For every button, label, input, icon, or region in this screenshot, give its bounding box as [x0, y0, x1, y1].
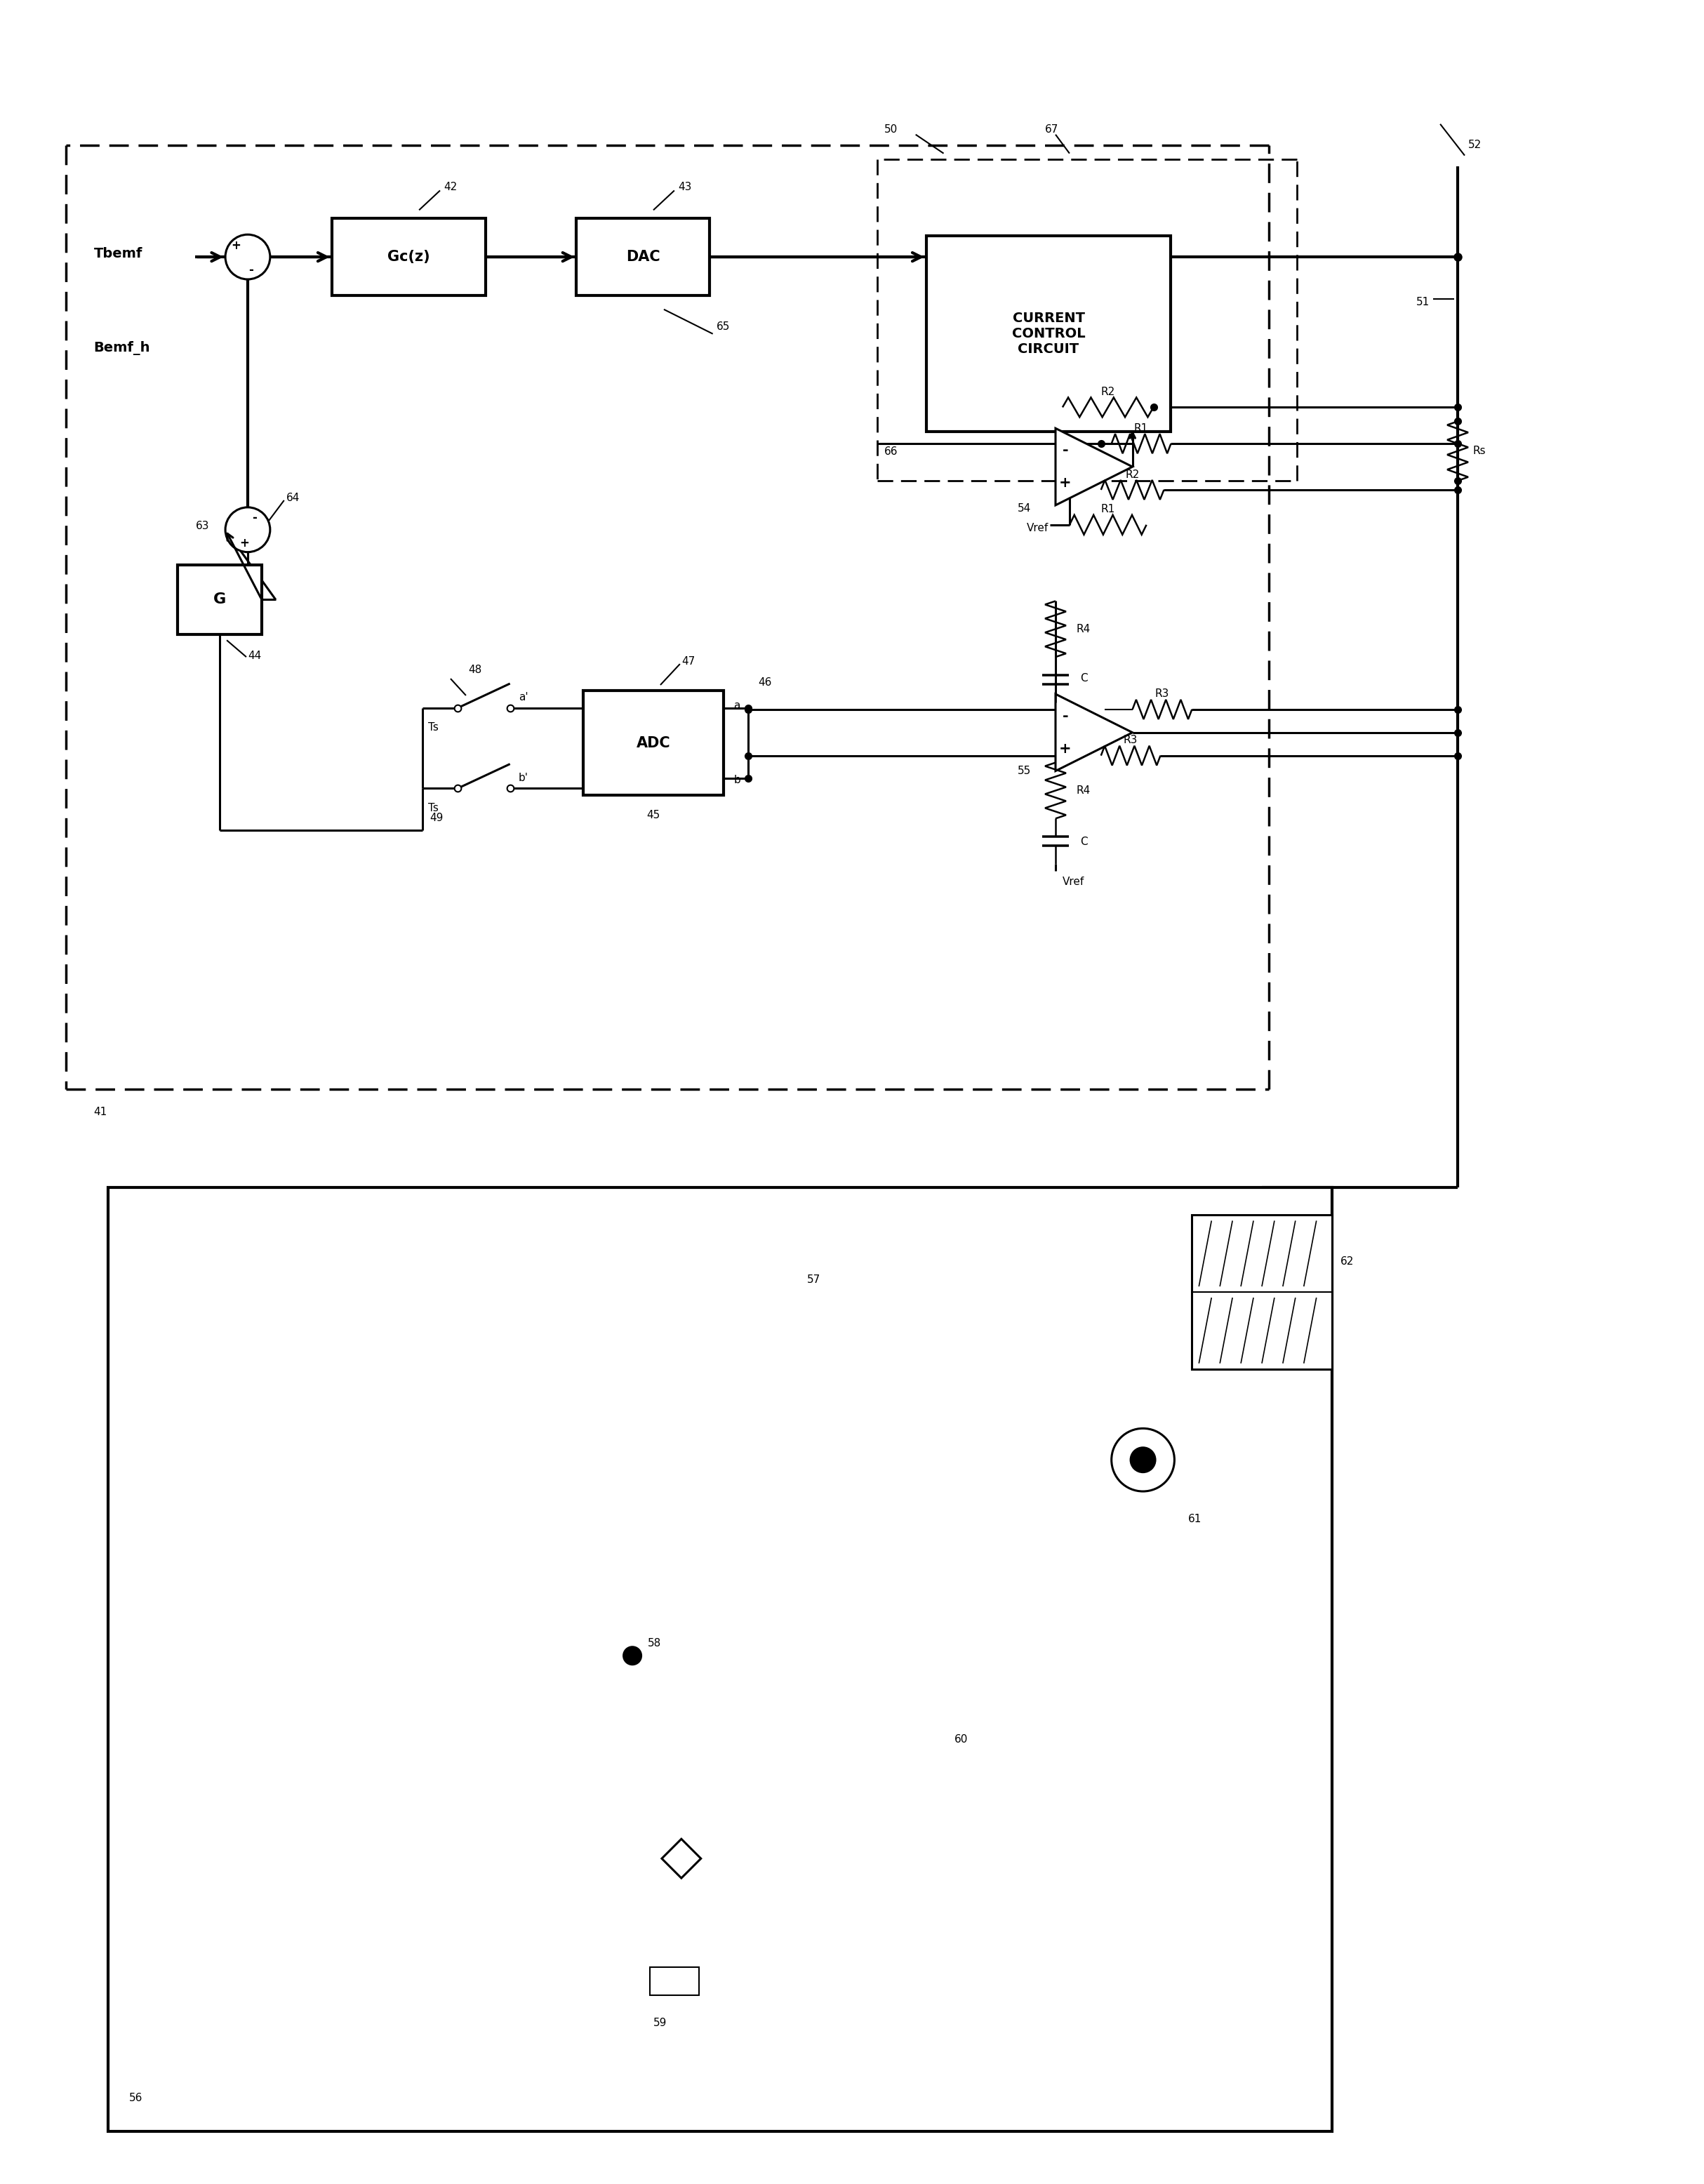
Circle shape: [276, 1299, 988, 2011]
Circle shape: [624, 1647, 641, 1664]
Text: 63: 63: [196, 522, 210, 531]
Text: 49: 49: [429, 812, 443, 823]
Text: 56: 56: [130, 2092, 143, 2103]
Text: b': b': [518, 773, 528, 784]
Text: 60: 60: [954, 1734, 968, 1745]
Bar: [576, 218, 709, 295]
Text: DAC: DAC: [625, 249, 659, 264]
Text: 55: 55: [1017, 767, 1031, 775]
Text: Ts: Ts: [428, 804, 438, 812]
Text: 62: 62: [1339, 1256, 1353, 1267]
Text: +: +: [239, 537, 249, 550]
Text: -: -: [1062, 443, 1068, 459]
Text: 52: 52: [1469, 140, 1482, 151]
Bar: [332, 218, 486, 295]
Text: G: G: [213, 592, 227, 607]
Text: 65: 65: [716, 321, 729, 332]
Circle shape: [276, 1299, 988, 2011]
Bar: [1191, 1214, 1333, 1369]
Text: 44: 44: [247, 651, 261, 662]
Bar: [177, 566, 262, 636]
Text: C: C: [1080, 836, 1087, 847]
Text: C: C: [1080, 673, 1087, 684]
Text: R3: R3: [1155, 688, 1169, 699]
Text: 64: 64: [286, 494, 300, 505]
Bar: [649, 1968, 699, 1994]
Text: +: +: [1060, 743, 1072, 756]
Text: a': a': [518, 692, 528, 703]
Text: Bemf_h: Bemf_h: [94, 341, 150, 354]
Text: a: a: [734, 701, 740, 712]
Polygon shape: [1055, 428, 1133, 505]
Text: R2: R2: [1101, 387, 1114, 397]
Text: +: +: [1060, 476, 1072, 489]
Text: 43: 43: [678, 181, 692, 192]
Bar: [927, 236, 1171, 432]
Text: 42: 42: [443, 181, 457, 192]
Text: ADC: ADC: [636, 736, 670, 749]
Text: -: -: [1062, 710, 1068, 723]
Text: -: -: [249, 264, 254, 277]
Text: 67: 67: [1045, 124, 1058, 135]
Text: 58: 58: [648, 1638, 661, 1649]
Text: 54: 54: [1017, 505, 1031, 513]
Text: 66: 66: [884, 446, 898, 456]
Circle shape: [423, 1446, 842, 1865]
Text: Tbemf: Tbemf: [94, 247, 143, 260]
Circle shape: [423, 1446, 842, 1865]
Text: R3: R3: [1123, 736, 1138, 745]
Bar: [583, 690, 722, 795]
Text: 51: 51: [1416, 297, 1430, 308]
Text: 59: 59: [654, 2018, 668, 2029]
Text: 48: 48: [469, 664, 482, 675]
Circle shape: [1130, 1448, 1155, 1472]
Text: b: b: [734, 775, 741, 786]
Text: CURRENT
CONTROL
CIRCUIT: CURRENT CONTROL CIRCUIT: [1012, 312, 1085, 356]
Text: +: +: [232, 240, 240, 251]
Text: 46: 46: [758, 677, 772, 688]
Text: R1: R1: [1101, 505, 1114, 515]
Circle shape: [1111, 1428, 1174, 1492]
Text: R4: R4: [1077, 786, 1091, 795]
Circle shape: [225, 507, 271, 553]
Text: 61: 61: [1188, 1514, 1201, 1524]
Text: R2: R2: [1125, 470, 1140, 480]
Text: Ts: Ts: [428, 723, 438, 734]
Text: Rs: Rs: [1472, 446, 1486, 456]
Text: 57: 57: [808, 1273, 821, 1284]
Circle shape: [225, 234, 271, 280]
Polygon shape: [1055, 695, 1133, 771]
Text: Vref: Vref: [1026, 522, 1048, 533]
Text: 50: 50: [884, 124, 898, 135]
Text: R4: R4: [1077, 625, 1091, 633]
Text: Gc(z): Gc(z): [387, 249, 429, 264]
Text: Vref: Vref: [1063, 876, 1084, 887]
Text: 45: 45: [646, 810, 659, 821]
Text: 47: 47: [682, 655, 695, 666]
Text: 41: 41: [94, 1107, 107, 1118]
Text: R1: R1: [1135, 424, 1148, 435]
Bar: [107, 1188, 1333, 2132]
Text: -: -: [252, 511, 257, 524]
